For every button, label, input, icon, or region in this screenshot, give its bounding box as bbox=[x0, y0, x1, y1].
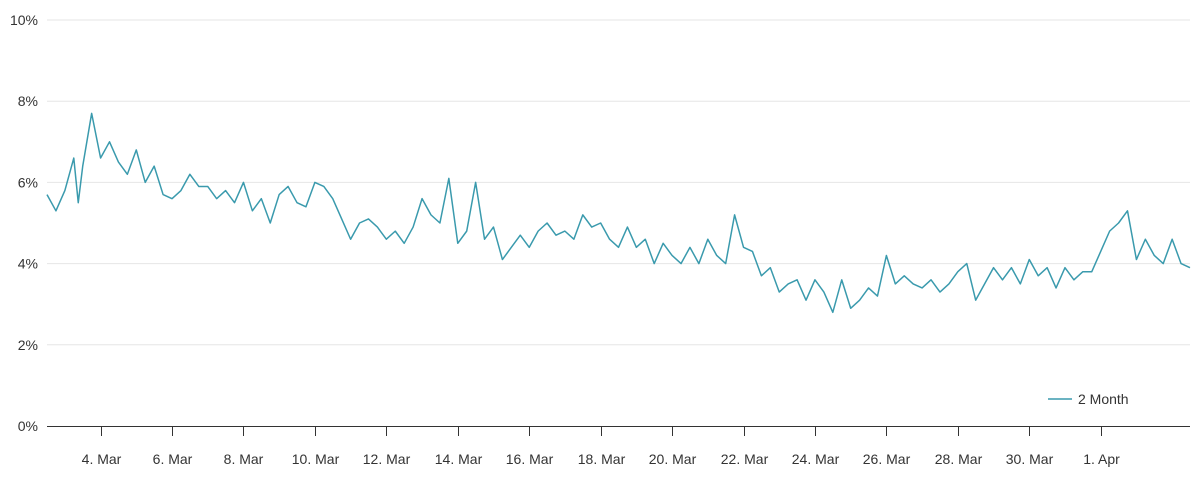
x-tick-label: 30. Mar bbox=[1006, 451, 1054, 467]
y-tick-label: 4% bbox=[18, 256, 38, 272]
x-axis-ticks: 4. Mar 6. Mar 8. Mar 10. Mar 12. Mar 14. Mar 1… bbox=[82, 426, 1120, 467]
series-layer bbox=[46, 112, 1191, 314]
x-tick-label: 28. Mar bbox=[935, 451, 983, 467]
y-tick-label: 8% bbox=[18, 93, 38, 109]
x-tick-label: 20. Mar bbox=[649, 451, 697, 467]
x-tick-label: 22. Mar bbox=[721, 451, 769, 467]
legend[interactable]: 2 Month bbox=[1048, 391, 1129, 407]
x-tick-label: 8. Mar bbox=[224, 451, 264, 467]
y-axis-labels: 0% 2% 4% 6% 8% 10% bbox=[10, 12, 38, 434]
legend-label-2-month: 2 Month bbox=[1078, 391, 1129, 407]
x-tick-label: 1. Apr bbox=[1083, 451, 1120, 467]
y-tick-label: 6% bbox=[18, 174, 38, 190]
x-tick-label: 12. Mar bbox=[363, 451, 411, 467]
x-tick-label: 18. Mar bbox=[578, 451, 626, 467]
y-tick-label: 10% bbox=[10, 12, 38, 28]
x-tick-label: 24. Mar bbox=[792, 451, 840, 467]
x-tick-label: 14. Mar bbox=[435, 451, 483, 467]
grid-layer bbox=[47, 19, 1190, 346]
x-tick-label: 6. Mar bbox=[153, 451, 193, 467]
series-line-2-month[interactable] bbox=[46, 112, 1191, 314]
x-tick-label: 26. Mar bbox=[863, 451, 911, 467]
x-tick-label: 10. Mar bbox=[292, 451, 340, 467]
y-tick-label: 2% bbox=[18, 337, 38, 353]
y-tick-label: 0% bbox=[18, 418, 38, 434]
x-tick-label: 4. Mar bbox=[82, 451, 122, 467]
x-tick-label: 16. Mar bbox=[506, 451, 554, 467]
